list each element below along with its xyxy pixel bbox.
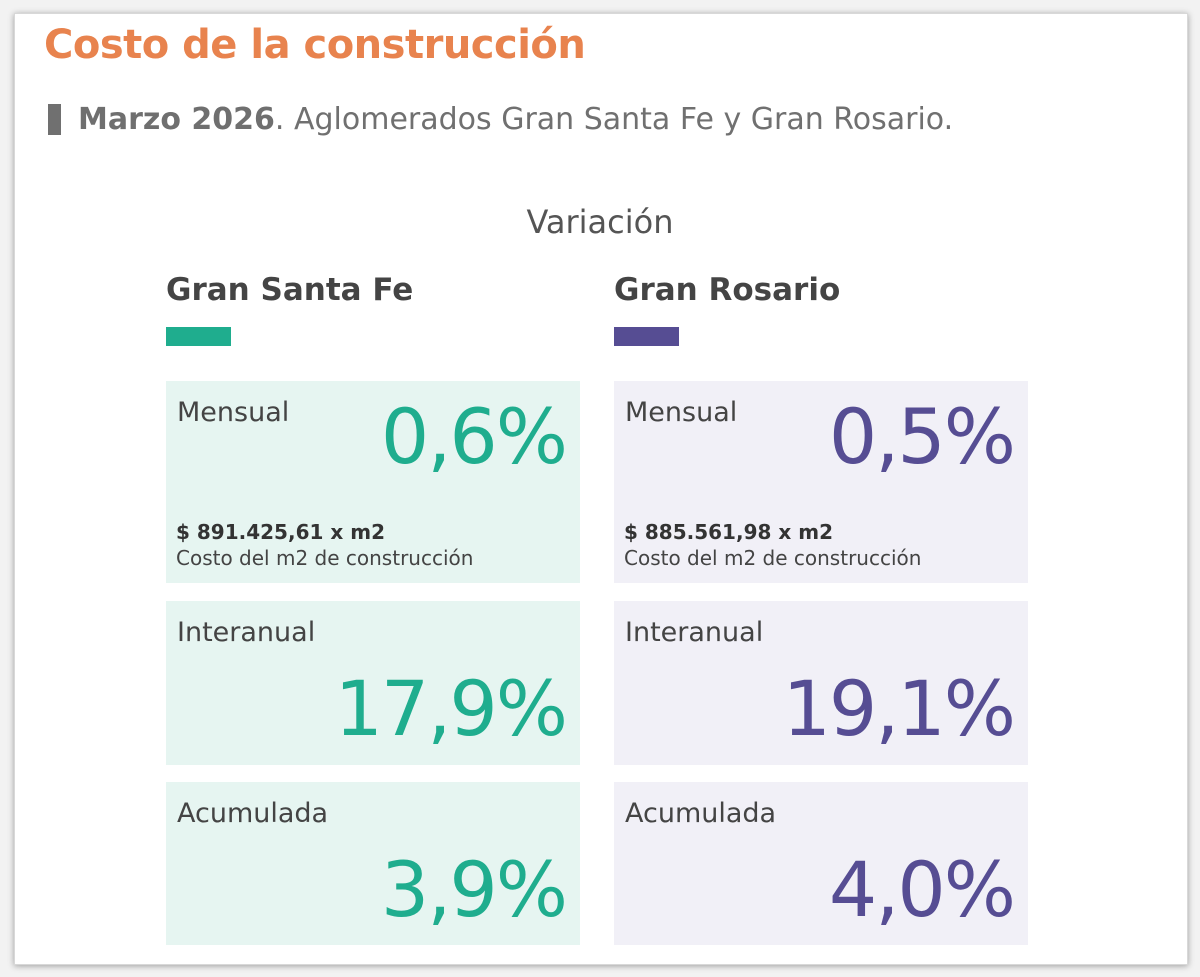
card-label: Interanual <box>177 617 316 648</box>
subtitle-marker <box>48 103 61 135</box>
card-label: Acumulada <box>625 798 777 829</box>
region-name-rosario: Gran Rosario <box>614 272 841 308</box>
card-value: 0,5% <box>828 392 1016 481</box>
subtitle-text: . Aglomerados Gran Santa Fe y Gran Rosar… <box>274 101 954 137</box>
card-value: 17,9% <box>334 664 568 753</box>
cost-label: Costo del m2 de construcción <box>624 546 922 570</box>
cost-label: Costo del m2 de construcción <box>176 546 474 570</box>
section-title: Variación <box>526 203 674 241</box>
card-value: 0,6% <box>380 392 568 481</box>
cost-per-m2: $ 891.425,61 x m2 <box>176 520 385 544</box>
card-rosario-interanual: Interanual 19,1% <box>614 601 1028 765</box>
card-label: Mensual <box>177 397 290 428</box>
region-swatch-santa-fe <box>166 327 231 346</box>
card-santa-fe-mensual: Mensual 0,6% $ 891.425,61 x m2 Costo del… <box>166 381 580 583</box>
card-santa-fe-acumulada: Acumulada 3,9% <box>166 782 580 945</box>
subtitle: Marzo 2026. Aglomerados Gran Santa Fe y … <box>48 101 953 137</box>
card-label: Acumulada <box>177 798 329 829</box>
region-name-santa-fe: Gran Santa Fe <box>166 272 414 308</box>
card-value: 4,0% <box>828 845 1016 934</box>
card-label: Mensual <box>625 397 738 428</box>
cost-per-m2: $ 885.561,98 x m2 <box>624 520 833 544</box>
card-rosario-acumulada: Acumulada 4,0% <box>614 782 1028 945</box>
card-santa-fe-interanual: Interanual 17,9% <box>166 601 580 765</box>
page-title: Costo de la construcción <box>44 22 586 68</box>
card-value: 3,9% <box>380 845 568 934</box>
region-swatch-rosario <box>614 327 679 346</box>
subtitle-date: Marzo 2026 <box>78 101 275 137</box>
card-label: Interanual <box>625 617 764 648</box>
card-value: 19,1% <box>782 664 1016 753</box>
card-rosario-mensual: Mensual 0,5% $ 885.561,98 x m2 Costo del… <box>614 381 1028 583</box>
